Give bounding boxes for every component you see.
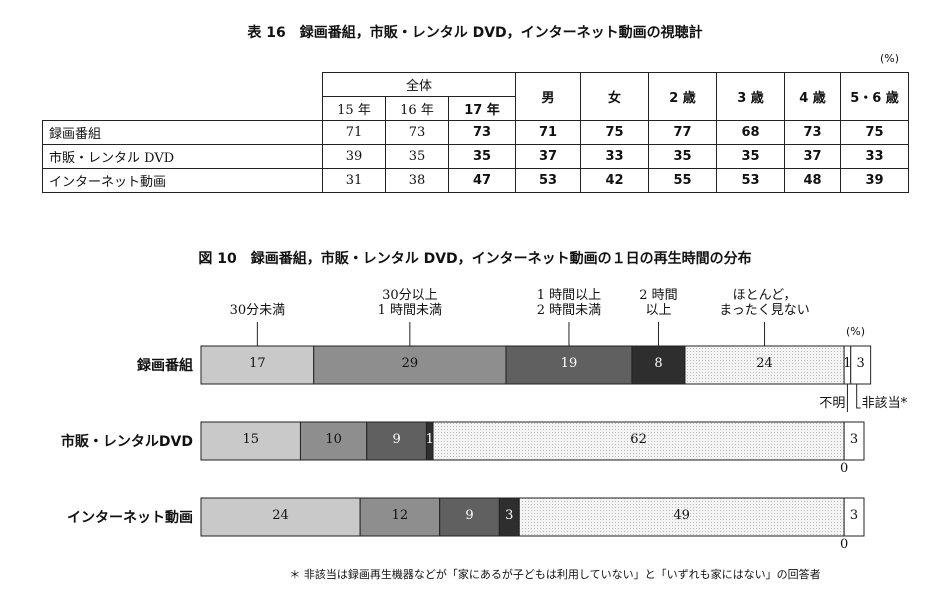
table-cell: 55 bbox=[648, 168, 717, 193]
table-cell: 75 bbox=[580, 120, 649, 145]
table-row: インターネット動画 31 38 47 53 42 55 53 48 39 bbox=[42, 168, 909, 193]
table-cell: 35 bbox=[448, 144, 516, 169]
data-label: 19 bbox=[560, 356, 578, 371]
data-label: 62 bbox=[630, 432, 647, 447]
bar-segment bbox=[359, 497, 441, 537]
header-cell: 5・6 歳 bbox=[840, 72, 909, 121]
bar-segment bbox=[299, 421, 368, 461]
table-unit: (%) bbox=[880, 52, 900, 65]
table-cell: 39 bbox=[840, 168, 909, 193]
header-cell: 17 年 bbox=[448, 96, 516, 121]
legend-label: 30分未満 bbox=[229, 303, 286, 318]
table-cell: 71 bbox=[322, 120, 386, 145]
table-title: 表 16 録画番組，市販・レンタル DVD，インターネット動画の視聴計 bbox=[247, 25, 703, 41]
table-cell: 35 bbox=[385, 144, 449, 169]
data-label: 12 bbox=[391, 508, 409, 523]
bar-segment bbox=[518, 497, 845, 537]
table-cell: 73 bbox=[784, 120, 841, 145]
legend-label: 不明 bbox=[819, 396, 846, 411]
table-cell: 47 bbox=[448, 168, 516, 193]
data-label: 49 bbox=[673, 508, 690, 523]
data-label: 1 bbox=[425, 432, 434, 447]
table-row: 録画番組 71 73 73 71 75 77 68 73 75 bbox=[42, 120, 909, 145]
bar-segment bbox=[843, 497, 865, 537]
legend-label: ほとんど， まったく見ない bbox=[719, 288, 810, 318]
bar-segment bbox=[200, 421, 301, 461]
header-row: 15 年 16 年 17 年 bbox=[43, 96, 909, 121]
table-cell: 37 bbox=[784, 144, 841, 169]
header-cell bbox=[42, 72, 323, 121]
category-label: 録画番組 bbox=[137, 358, 193, 374]
header-cell: 15 年 bbox=[322, 96, 386, 121]
chart-unit: (%) bbox=[846, 325, 866, 338]
bar-segment bbox=[439, 497, 500, 537]
data-label: 15 bbox=[242, 432, 259, 447]
row-label: インターネット動画 bbox=[42, 168, 323, 193]
legend-label: 非該当* bbox=[861, 396, 908, 411]
data-label: 24 bbox=[272, 508, 289, 523]
header-cell: 3 歳 bbox=[716, 72, 785, 121]
data-label: 10 bbox=[325, 432, 342, 447]
table-cell: 53 bbox=[515, 168, 581, 193]
table-cell: 42 bbox=[580, 168, 649, 193]
data-label: 3 bbox=[849, 508, 859, 523]
data-label: 3 bbox=[505, 508, 514, 523]
header-cell: 4 歳 bbox=[784, 72, 841, 121]
chart-title: 図 10 録画番組，市販・レンタル DVD，インターネット動画の１日の再生時間の… bbox=[198, 251, 752, 267]
data-label: 9 bbox=[465, 508, 474, 523]
category-label: 市販・レンタルDVD bbox=[60, 434, 193, 450]
bar-segment bbox=[313, 345, 507, 385]
footnote: ＊ 非該当は録画再生機器などが「家にあるが子どもは利用していない」と「いずれも家… bbox=[289, 568, 821, 581]
leader-line bbox=[856, 384, 861, 409]
category-label: インターネット動画 bbox=[67, 510, 193, 526]
data-label: 9 bbox=[392, 432, 401, 447]
bar-segment bbox=[200, 345, 315, 385]
data-label: 1 bbox=[843, 356, 852, 371]
bar-segment bbox=[505, 345, 633, 385]
bar-segment bbox=[850, 345, 872, 385]
data-label: 24 bbox=[756, 356, 773, 371]
data-label: 3 bbox=[856, 356, 865, 371]
data-label: 17 bbox=[249, 356, 266, 371]
data-label: 8 bbox=[654, 356, 663, 371]
table-cell: 48 bbox=[784, 168, 841, 193]
table-cell: 38 bbox=[385, 168, 449, 193]
bar-segment bbox=[684, 345, 845, 385]
legend-label: 30分以上 1 時間未満 bbox=[377, 288, 443, 318]
bar-segment bbox=[843, 421, 865, 461]
data-label: 3 bbox=[849, 432, 859, 447]
legend-label: 1 時間以上 2 時間未満 bbox=[536, 288, 602, 318]
data-label: 0 bbox=[839, 461, 849, 476]
legend-label: 2 時間 以上 bbox=[639, 288, 678, 318]
data-label: 29 bbox=[401, 356, 419, 371]
table-cell: 68 bbox=[716, 120, 785, 145]
data-label: 0 bbox=[839, 537, 849, 552]
table-cell: 31 bbox=[322, 168, 386, 193]
